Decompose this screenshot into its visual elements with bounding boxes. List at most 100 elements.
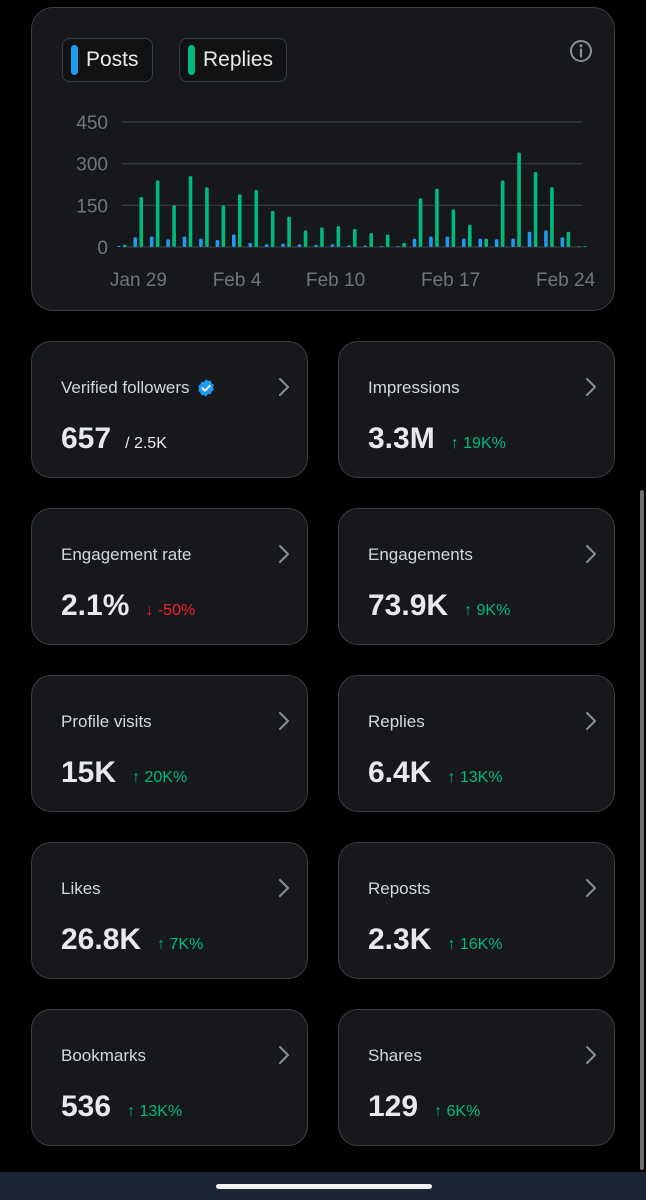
posts-bar (133, 237, 138, 247)
stat-change: ↑ 6K% (434, 1103, 481, 1120)
stat-value-row: 6.4K ↑ 13K% (368, 756, 503, 790)
stat-label-text: Impressions (368, 378, 460, 397)
posts-bar (182, 236, 187, 247)
posts-bar (248, 242, 253, 247)
posts-bar (445, 236, 450, 247)
legend-replies-label: Replies (203, 48, 274, 71)
stat-label-text: Shares (368, 1046, 422, 1065)
replies-bar (270, 210, 275, 247)
stat-value-row: 657 / 2.5K (61, 422, 167, 456)
stat-value-row: 3.3M ↑ 19K% (368, 422, 506, 456)
home-indicator[interactable] (216, 1184, 432, 1189)
stat-value-row: 129 ↑ 6K% (368, 1090, 480, 1124)
stat-change: ↑ 7K% (157, 936, 204, 953)
posts-bar (314, 244, 318, 247)
stat-value-row: 26.8K ↑ 7K% (61, 923, 203, 957)
posts-bar (264, 244, 269, 247)
replies-bar (238, 194, 242, 247)
stat-value: 73.9K (368, 589, 449, 622)
replies-bar (435, 188, 439, 247)
x-tick-label: Jan 29 (110, 270, 167, 291)
replies-bar (500, 180, 505, 247)
stat-value: 536 (61, 1090, 112, 1123)
stat-label-text: Likes (61, 879, 101, 898)
replies-bar (254, 190, 259, 247)
y-tick-label: 450 (76, 113, 108, 134)
replies-bar (484, 238, 489, 247)
scrollbar[interactable] (640, 490, 644, 1170)
chevron-right-icon (279, 712, 289, 730)
posts-swatch (71, 45, 78, 75)
replies-bar (369, 233, 374, 247)
posts-bar (117, 245, 121, 247)
replies-bar (418, 198, 423, 247)
stat-label-text: Profile visits (61, 712, 152, 731)
stat-label: Reposts (368, 879, 430, 899)
stat-card-profile-visits[interactable]: Profile visits 15K ↑ 20K% (31, 675, 308, 812)
replies-bar (221, 205, 226, 247)
replies-swatch (188, 45, 195, 75)
posts-bar (494, 239, 499, 247)
replies-bar (320, 227, 324, 247)
x-tick-label: Feb 17 (421, 270, 480, 291)
stat-value: 2.1% (61, 589, 130, 622)
stat-change: ↑ 16K% (447, 936, 503, 953)
posts-bar (560, 237, 565, 247)
verified-badge-icon (197, 379, 214, 397)
stat-value: 3.3M (368, 422, 435, 455)
posts-bar (396, 246, 400, 247)
info-icon[interactable] (568, 38, 594, 64)
stat-value-row: 15K ↑ 20K% (61, 756, 187, 790)
replies-bar (139, 197, 144, 247)
stat-label: Likes (61, 879, 101, 899)
stat-card-impressions[interactable]: Impressions 3.3M ↑ 19K% (338, 341, 615, 478)
replies-bar (303, 230, 308, 247)
posts-bar (149, 236, 154, 247)
stat-label: Profile visits (61, 712, 152, 732)
stat-change: ↓ -50% (145, 602, 196, 619)
stat-card-engagements[interactable]: Engagements 73.9K ↑ 9K% (338, 508, 615, 645)
stat-change: ↑ 20K% (132, 769, 188, 786)
y-tick-label: 150 (76, 196, 108, 217)
engagement-chart-card: Posts Replies 450 300 150 0 Jan 29 Feb 4 Feb 1… (31, 7, 615, 311)
stat-value: 15K (61, 756, 117, 789)
stat-label-text: Reposts (368, 879, 431, 898)
stat-card-reposts[interactable]: Reposts 2.3K ↑ 16K% (338, 842, 615, 979)
chevron-right-icon (586, 378, 596, 396)
replies-bar (451, 209, 456, 247)
posts-bar (199, 238, 203, 247)
replies-bar (205, 187, 209, 247)
stat-card-engagement-rate[interactable]: Engagement rate 2.1% ↓ -50% (31, 508, 308, 645)
stat-card-shares[interactable]: Shares 129 ↑ 6K% (338, 1009, 615, 1146)
stat-change: ↑ 13K% (127, 1103, 183, 1120)
chevron-right-icon (279, 378, 289, 396)
replies-bar (123, 244, 127, 247)
stat-card-bookmarks[interactable]: Bookmarks 536 ↑ 13K% (31, 1009, 308, 1146)
replies-bar (550, 187, 554, 247)
replies-bar (402, 242, 406, 247)
stat-card-replies[interactable]: Replies 6.4K ↑ 13K% (338, 675, 615, 812)
legend-posts-label: Posts (86, 48, 139, 71)
y-tick-label: 300 (76, 155, 108, 176)
stat-label-text: Bookmarks (61, 1046, 147, 1065)
y-tick-label: 0 (97, 238, 108, 259)
stat-value-row: 73.9K ↑ 9K% (368, 589, 510, 623)
stat-value: 2.3K (368, 923, 432, 956)
stat-label-text: Engagement rate (61, 545, 192, 564)
x-tick-label: Feb 10 (306, 270, 365, 291)
chevron-right-icon (586, 545, 596, 563)
replies-bar (188, 176, 193, 247)
posts-bar (412, 238, 417, 247)
legend-posts-toggle[interactable]: Posts (62, 38, 153, 82)
chevron-right-icon (279, 545, 289, 563)
stat-card-verified-followers[interactable]: Verified followers 657 / 2.5K (31, 341, 308, 478)
legend-replies-toggle[interactable]: Replies (179, 38, 288, 82)
posts-bar (429, 236, 433, 247)
stat-label-text: Verified followers (61, 378, 190, 397)
stat-label-text: Engagements (368, 545, 473, 564)
stat-value-row: 2.3K ↑ 16K% (368, 923, 503, 957)
posts-bar (462, 238, 466, 247)
stat-change: ↑ 13K% (447, 769, 503, 786)
stat-card-likes[interactable]: Likes 26.8K ↑ 7K% (31, 842, 308, 979)
